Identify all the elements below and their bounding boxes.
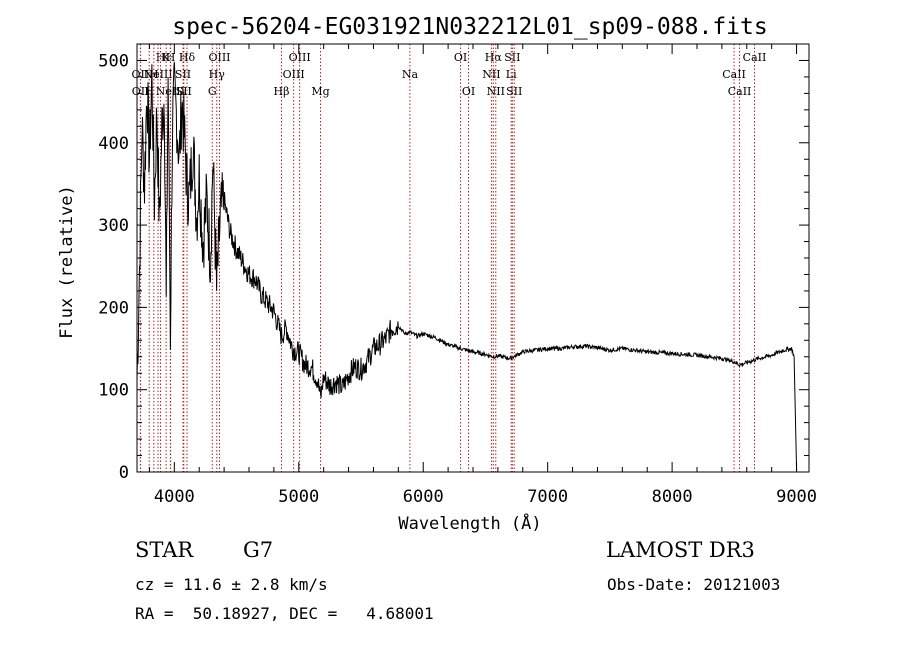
y-tick-label-0: 0 [119,463,129,483]
line-label-14: G [208,85,217,98]
line-label-21: OI [462,85,475,98]
line-label-12: OIII [208,51,230,64]
y-tick-label-5: 500 [98,51,129,71]
x-tick-label-3: 7000 [527,487,568,507]
line-label-9: SII [175,68,191,81]
line-label-25: SII [504,51,520,64]
object-subclass: G7 [243,538,274,562]
chart-title: spec-56204-EG031921N032212L01_sp09-088.f… [172,14,767,40]
line-label-0: OII [132,68,150,81]
line-label-7: NeIII [143,68,172,81]
x-tick-label-5: 9000 [776,487,817,507]
line-label-10: SII [176,85,192,98]
line-label-30: CaII [728,85,752,98]
survey-label: LAMOST DR3 [606,538,755,562]
redshift-text: cz = 11.6 ± 2.8 km/s [135,575,328,594]
line-label-22: Hα [485,51,503,64]
y-tick-label-1: 100 [98,381,129,401]
line-label-6: H [144,85,154,98]
line-label-17: Hβ [274,85,290,98]
x-tick-label-2: 6000 [403,487,444,507]
y-tick-label-3: 300 [98,216,129,236]
coordinates-text: RA = 50.18927, DEC = 4.68001 [135,604,434,623]
x-tick-label-1: 5000 [278,487,319,507]
line-label-15: OIII [289,51,311,64]
line-label-11: Hδ [179,51,196,64]
x-tick-label-0: 4000 [154,487,195,507]
x-axis-label: Wavelength (Å) [398,512,541,534]
line-label-8: NeIII [156,85,185,98]
line-label-13: Hγ [209,68,226,81]
y-tick-label-4: 400 [98,134,129,154]
line-label-29: CaII [722,68,746,81]
line-label-3: K [162,51,171,64]
line-label-4: H [156,51,166,64]
line-label-27: SII [506,85,522,98]
object-class: STAR [135,538,194,562]
line-label-26: Li [506,68,517,81]
line-label-16: OIII [283,68,305,81]
y-tick-label-2: 200 [98,298,129,318]
line-label-5: H [149,68,159,81]
line-label-28: CaII [743,51,767,64]
line-label-19: Na [402,68,419,81]
line-label-1: OII [132,85,150,98]
line-label-23: NII [482,68,500,81]
x-tick-label-4: 8000 [652,487,693,507]
spectrum-line [136,61,798,473]
line-label-24: NII [487,85,505,98]
line-label-20: OI [454,51,467,64]
line-label-2: H [166,51,176,64]
obs-date-text: Obs-Date: 20121003 [607,575,781,594]
y-axis-label: Flux (relative) [57,185,77,339]
line-label-18: Mg [311,85,329,98]
